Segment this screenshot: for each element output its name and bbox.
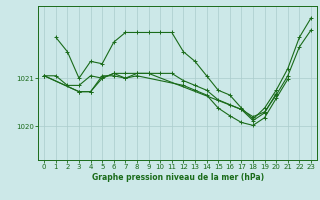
X-axis label: Graphe pression niveau de la mer (hPa): Graphe pression niveau de la mer (hPa)	[92, 173, 264, 182]
